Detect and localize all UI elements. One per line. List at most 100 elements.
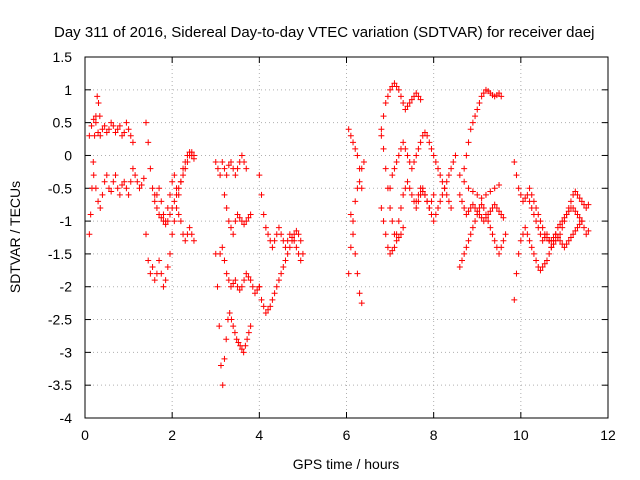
data-point xyxy=(273,283,280,290)
data-point xyxy=(243,165,250,172)
data-point xyxy=(400,99,407,106)
data-point xyxy=(465,237,472,244)
data-point xyxy=(88,122,95,129)
data-point xyxy=(299,250,306,257)
data-point xyxy=(537,267,544,274)
data-point xyxy=(498,244,505,251)
data-point xyxy=(125,126,132,133)
data-point xyxy=(145,257,152,264)
data-point xyxy=(511,296,518,303)
data-point xyxy=(177,178,184,185)
data-point xyxy=(94,93,101,100)
data-point xyxy=(513,172,520,179)
chart-title: Day 311 of 2016, Sidereal Day-to-day VTE… xyxy=(54,24,595,41)
data-point xyxy=(140,175,147,182)
y-tick-label: -2.5 xyxy=(48,312,72,328)
data-point xyxy=(480,218,487,225)
data-point xyxy=(225,218,232,225)
data-point xyxy=(87,211,94,218)
data-point xyxy=(92,119,99,126)
data-point xyxy=(358,185,365,192)
data-point xyxy=(469,224,476,231)
data-point xyxy=(437,198,444,205)
data-point xyxy=(345,126,352,133)
data-point xyxy=(358,300,365,307)
data-point xyxy=(158,270,165,277)
series-sat-i xyxy=(217,244,263,297)
data-point xyxy=(97,204,104,211)
data-point xyxy=(166,211,173,218)
data-point xyxy=(465,139,472,146)
series-sat-h xyxy=(212,250,254,389)
data-point xyxy=(156,257,163,264)
data-point xyxy=(382,165,389,172)
data-point xyxy=(487,208,494,215)
data-point xyxy=(452,152,459,159)
data-point xyxy=(350,231,357,238)
data-point xyxy=(463,244,470,251)
data-point xyxy=(158,214,165,221)
data-point xyxy=(243,218,250,225)
data-point xyxy=(121,129,128,136)
data-point xyxy=(570,231,577,238)
data-point xyxy=(228,316,235,323)
data-point xyxy=(417,96,424,103)
data-point xyxy=(491,201,498,208)
data-point xyxy=(352,250,359,257)
data-point xyxy=(572,208,579,215)
data-point xyxy=(221,257,228,264)
data-point xyxy=(415,93,422,100)
data-point xyxy=(435,204,442,211)
data-point xyxy=(500,214,507,221)
data-point xyxy=(400,191,407,198)
data-point xyxy=(478,93,485,100)
data-point xyxy=(391,231,398,238)
data-point xyxy=(293,244,300,251)
data-point xyxy=(356,290,363,297)
data-point xyxy=(217,362,224,369)
data-point xyxy=(539,237,546,244)
series-sat-aa xyxy=(526,185,585,251)
data-point xyxy=(95,129,102,136)
data-point xyxy=(231,329,238,336)
data-point xyxy=(391,165,398,172)
data-point xyxy=(428,145,435,152)
data-point xyxy=(384,244,391,251)
data-point xyxy=(537,218,544,225)
series-sat-k xyxy=(256,172,306,264)
data-point xyxy=(546,250,553,257)
data-point xyxy=(297,237,304,244)
data-point xyxy=(190,237,197,244)
data-point xyxy=(103,172,110,179)
data-point xyxy=(456,172,463,179)
data-point xyxy=(456,191,463,198)
data-point xyxy=(350,139,357,146)
data-point xyxy=(393,159,400,166)
data-point xyxy=(254,287,261,294)
data-point xyxy=(230,231,237,238)
data-point xyxy=(295,231,302,238)
data-point xyxy=(520,198,527,205)
data-point xyxy=(103,129,110,136)
data-point xyxy=(384,185,391,192)
data-point xyxy=(465,185,472,192)
data-point xyxy=(347,211,354,218)
data-point xyxy=(517,191,524,198)
y-tick-label: -0.5 xyxy=(48,180,72,196)
data-point xyxy=(389,218,396,225)
y-tick-label: -4 xyxy=(60,410,73,426)
data-point xyxy=(448,165,455,172)
data-point xyxy=(415,145,422,152)
data-point xyxy=(476,99,483,106)
data-point xyxy=(463,211,470,218)
data-point xyxy=(585,227,592,234)
data-point xyxy=(238,283,245,290)
data-point xyxy=(112,172,119,179)
data-point xyxy=(391,80,398,87)
data-point xyxy=(561,244,568,251)
data-point xyxy=(552,231,559,238)
data-point xyxy=(524,231,531,238)
data-point xyxy=(574,211,581,218)
data-point xyxy=(350,218,357,225)
data-point xyxy=(448,204,455,211)
